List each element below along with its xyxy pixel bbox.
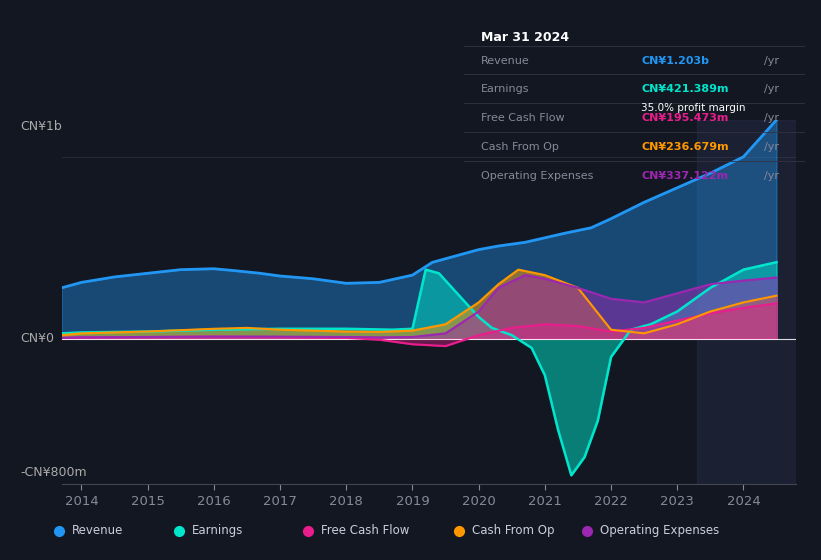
Text: Operating Expenses: Operating Expenses — [481, 171, 594, 181]
Text: Earnings: Earnings — [192, 524, 244, 537]
Text: /yr: /yr — [764, 113, 778, 123]
Text: Revenue: Revenue — [481, 55, 530, 66]
Text: Earnings: Earnings — [481, 85, 530, 95]
Text: CN¥421.389m: CN¥421.389m — [641, 85, 728, 95]
Text: Free Cash Flow: Free Cash Flow — [481, 113, 565, 123]
Bar — [697, 120, 796, 484]
Text: Mar 31 2024: Mar 31 2024 — [481, 31, 569, 44]
Text: 35.0% profit margin: 35.0% profit margin — [641, 103, 745, 113]
Text: Cash From Op: Cash From Op — [481, 142, 559, 152]
Text: Free Cash Flow: Free Cash Flow — [321, 524, 409, 537]
Text: Revenue: Revenue — [71, 524, 123, 537]
Text: CN¥236.679m: CN¥236.679m — [641, 142, 729, 152]
Text: CN¥1.203b: CN¥1.203b — [641, 55, 709, 66]
Text: CN¥1b: CN¥1b — [21, 120, 62, 133]
Text: /yr: /yr — [764, 55, 778, 66]
Text: Operating Expenses: Operating Expenses — [600, 524, 719, 537]
Text: CN¥195.473m: CN¥195.473m — [641, 113, 728, 123]
Text: /yr: /yr — [764, 85, 778, 95]
Text: -CN¥800m: -CN¥800m — [21, 466, 87, 479]
Text: CN¥337.122m: CN¥337.122m — [641, 171, 728, 181]
Text: /yr: /yr — [764, 142, 778, 152]
Text: CN¥0: CN¥0 — [21, 332, 54, 346]
Text: Cash From Op: Cash From Op — [472, 524, 554, 537]
Text: /yr: /yr — [764, 171, 778, 181]
